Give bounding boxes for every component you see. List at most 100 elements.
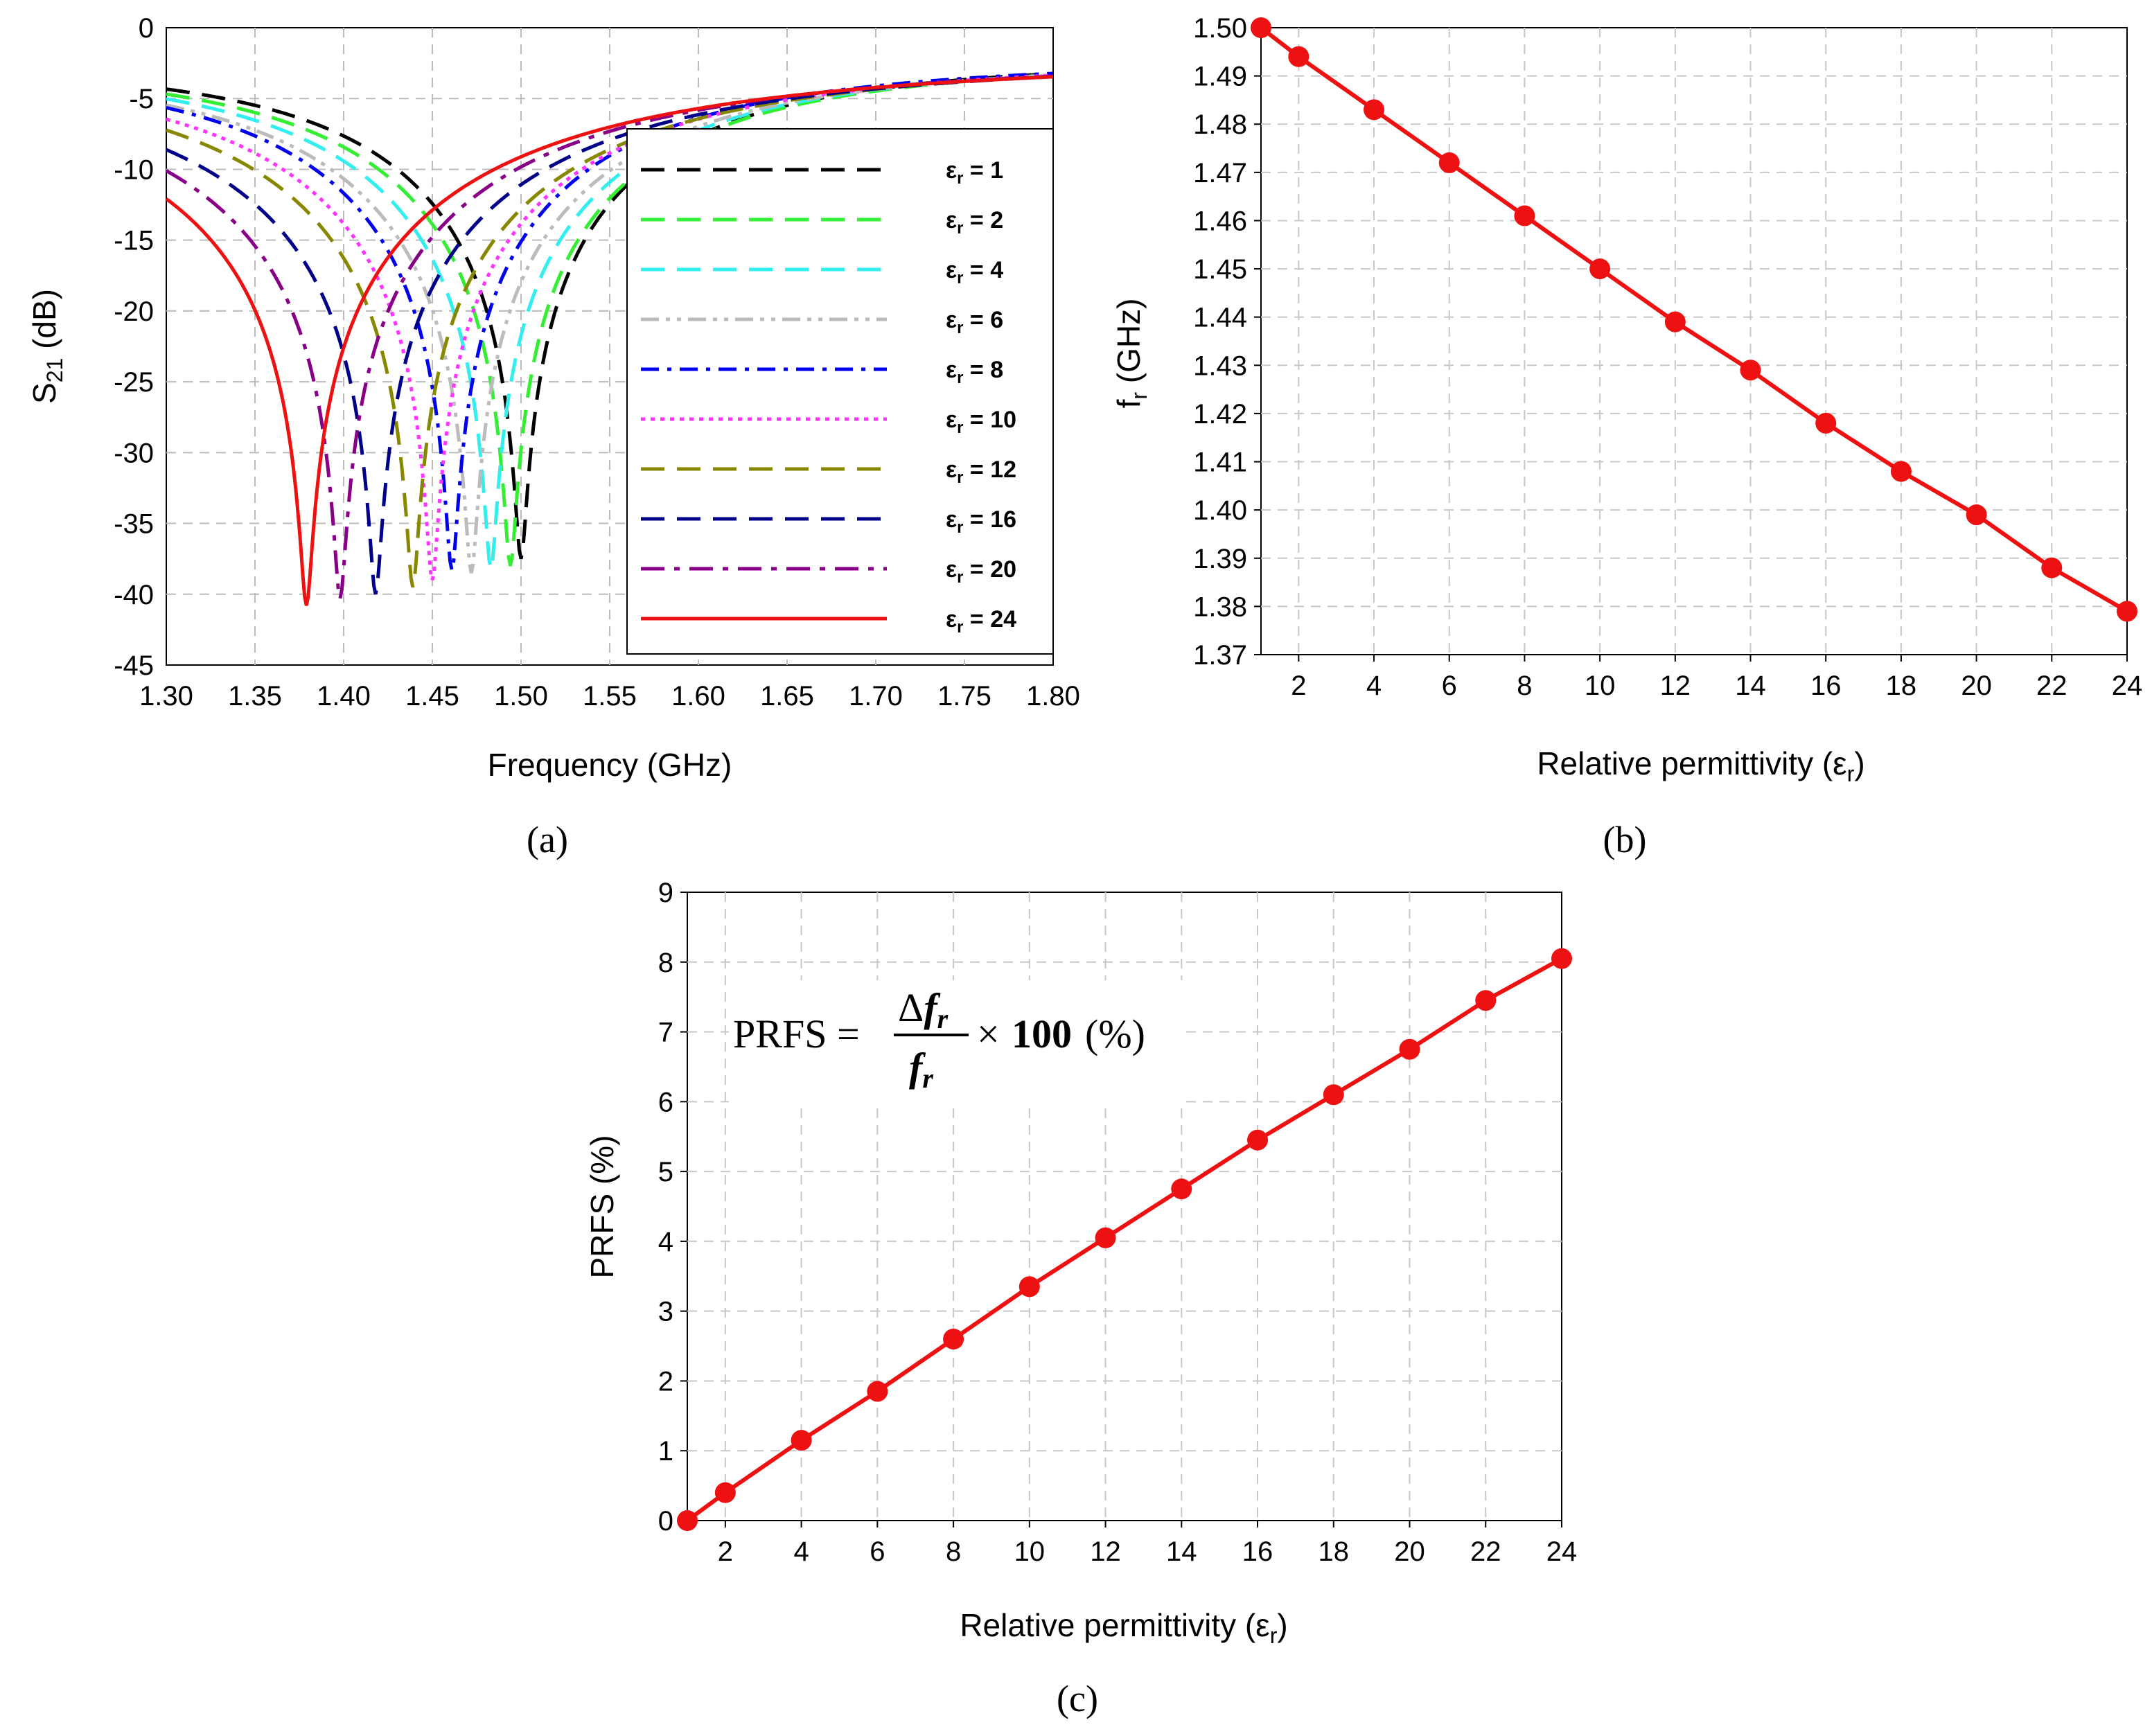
panel-c-y-tick-label: 7 <box>658 1018 673 1048</box>
panel-a-legend-label-8: εr = 8 <box>946 357 1003 387</box>
panel-a-y-tick-label: -45 <box>114 650 154 681</box>
panel-b-x-tick-label: 22 <box>2036 671 2067 701</box>
panel-c-x-axis-label: Relative permittivity (εr) <box>960 1607 1287 1648</box>
panel-a-x-tick-label: 1.75 <box>937 681 991 711</box>
panel-b-data-point <box>1514 205 1535 227</box>
panel-a-series-line-1 <box>166 71 1053 560</box>
panel-a-series-line-24 <box>166 75 1053 606</box>
formula-unit: (%) <box>1085 1011 1145 1056</box>
panel-a-legend-label-10: εr = 10 <box>946 407 1016 437</box>
panel-c-data-point <box>1323 1084 1344 1106</box>
panel-c-data-point <box>1247 1129 1269 1151</box>
panel-c-data-point <box>1475 990 1497 1011</box>
panel-b-chart: 2 4 6 8 10 12 14 16 18 20 22 24 1.371.381.391.401.4… <box>1111 13 2142 860</box>
panel-a-x-tick-label: 1.45 <box>405 681 459 711</box>
panel-a-legend-label-24: εr = 24 <box>946 606 1016 637</box>
formula-hundred: 100 <box>1012 1011 1072 1056</box>
panel-b-label: (b) <box>1603 819 1647 860</box>
panel-a-x-tick-label: 1.60 <box>671 681 725 711</box>
panel-c-data-point <box>677 1510 698 1531</box>
panel-b-x-tick-label: 16 <box>1810 671 1842 701</box>
panel-c-series <box>677 948 1572 1531</box>
panel-c-data-point <box>943 1328 964 1349</box>
panel-c-x-tick-label: 22 <box>1470 1536 1501 1567</box>
panel-b-y-tick-label: 1.47 <box>1193 158 1247 188</box>
panel-a-legend-label-20: εr = 20 <box>946 556 1016 587</box>
panel-b-x-ticks: 2 4 6 8 10 12 14 16 18 20 22 24 <box>1291 671 2142 701</box>
panel-b-y-tick-label: 1.46 <box>1193 206 1247 236</box>
panel-b-y-tick-label: 1.38 <box>1193 592 1247 622</box>
panel-b-data-point <box>1815 412 1837 434</box>
panel-c-x-tick-label: 20 <box>1394 1536 1425 1567</box>
panel-b-y-tick-label: 1.41 <box>1193 448 1247 478</box>
panel-b-data-point <box>1589 258 1611 280</box>
panel-a-y-ticks: 0 -5 -10 -15 -20 -25 -30 -35 -40 -45 <box>114 13 154 681</box>
panel-b-x-tick-label: 2 <box>1291 671 1306 701</box>
panel-a-legend-label-12: εr = 12 <box>946 457 1016 487</box>
panel-c-data-point <box>791 1430 812 1451</box>
panel-b-x-axis-label: Relative permittivity (εr) <box>1537 745 1864 786</box>
panel-a-series-line-8 <box>166 71 1053 571</box>
panel-a-y-tick-label: -30 <box>114 438 154 468</box>
panel-b-y-tick-label: 1.42 <box>1193 399 1247 429</box>
panel-a-y-tick-label: -10 <box>114 154 154 185</box>
panel-a-y-axis-label: S21 (dB) <box>26 289 67 404</box>
panel-a-x-tick-label: 1.55 <box>583 681 637 711</box>
panel-b-x-tick-label: 10 <box>1585 671 1616 701</box>
panel-b-x-tick-label: 12 <box>1660 671 1691 701</box>
panel-c-y-tick-label: 5 <box>658 1157 673 1187</box>
panel-b-data-point <box>1966 504 1987 526</box>
panel-b-y-tick-label: 1.50 <box>1193 13 1247 44</box>
panel-b-y-tick-label: 1.49 <box>1193 62 1247 92</box>
panel-b-data-point <box>1740 360 1761 381</box>
panel-a-y-tick-label: -5 <box>129 84 154 114</box>
panel-b-data-point <box>1664 311 1686 333</box>
panel-a-y-tick-label: -40 <box>114 580 154 610</box>
panel-a-y-tick-label: -15 <box>114 226 154 256</box>
panel-c-y-ticks: 0 1 2 3 4 5 6 7 8 9 <box>658 878 673 1536</box>
panel-b-x-tick-label: 18 <box>1886 671 1917 701</box>
panel-c-data-point <box>714 1482 736 1503</box>
panel-c-y-tick-label: 4 <box>658 1227 673 1257</box>
panel-b-y-tick-label: 1.39 <box>1193 544 1247 574</box>
panel-a-legend-label-1: εr = 1 <box>946 157 1003 188</box>
panel-c-x-tick-label: 8 <box>946 1536 961 1567</box>
panel-c-y-tick-label: 0 <box>658 1506 673 1536</box>
panel-a-x-tick-label: 1.65 <box>760 681 814 711</box>
panel-c-x-tick-label: 6 <box>870 1536 885 1567</box>
panel-c-formula-bg <box>729 980 1186 1105</box>
panel-a-x-tick-label: 1.30 <box>139 681 193 711</box>
panel-c-y-tick-label: 9 <box>658 878 673 908</box>
panel-c-x-ticks: 2 4 6 8 10 12 14 16 18 20 22 24 <box>718 1536 1578 1567</box>
panel-c-data-point <box>1171 1178 1192 1200</box>
panel-b-data-point <box>1890 461 1912 482</box>
panel-a-label: (a) <box>527 819 568 860</box>
panel-c-x-tick-label: 12 <box>1090 1536 1121 1567</box>
panel-c-x-tick-label: 14 <box>1166 1536 1197 1567</box>
panel-a-x-axis-label: Frequency (GHz) <box>488 747 732 783</box>
panel-a-legend-label-6: εr = 6 <box>946 307 1003 337</box>
panel-b-x-tick-label: 24 <box>2112 671 2143 701</box>
panel-b-data-point <box>2117 601 2137 622</box>
panel-b-x-tick-label: 8 <box>1517 671 1532 701</box>
panel-c-y-tick-label: 8 <box>658 948 673 978</box>
panel-b-y-tick-label: 1.45 <box>1193 254 1247 285</box>
panel-a-y-tick-label: -35 <box>114 509 154 540</box>
panel-b-y-axis-label: fr (GHz) <box>1111 299 1152 409</box>
panel-c-y-tick-label: 1 <box>658 1436 673 1467</box>
panel-b-data-point <box>2041 557 2063 578</box>
panel-c-y-tick-label: 6 <box>658 1087 673 1117</box>
panel-a-legend-label-2: εr = 2 <box>946 207 1003 238</box>
panel-c-y-tick-label: 3 <box>658 1297 673 1327</box>
panel-b-x-tick-label: 6 <box>1442 671 1457 701</box>
panel-c-x-tick-label: 18 <box>1318 1536 1350 1567</box>
panel-a-x-tick-label: 1.35 <box>228 681 282 711</box>
panel-a-y-tick-label: -25 <box>114 367 154 398</box>
panel-b-y-tick-label: 1.40 <box>1193 495 1247 526</box>
panel-b-data-point <box>1288 46 1309 67</box>
panel-b-data-point <box>1438 152 1460 173</box>
panel-c-x-tick-label: 4 <box>793 1536 809 1567</box>
panel-a-chart: 1.30 1.35 1.40 1.45 1.50 1.55 1.60 1.65 1.70 1.75… <box>26 13 1080 860</box>
panel-b-data-point <box>1364 99 1385 121</box>
panel-b-y-tick-label: 1.43 <box>1193 351 1247 381</box>
